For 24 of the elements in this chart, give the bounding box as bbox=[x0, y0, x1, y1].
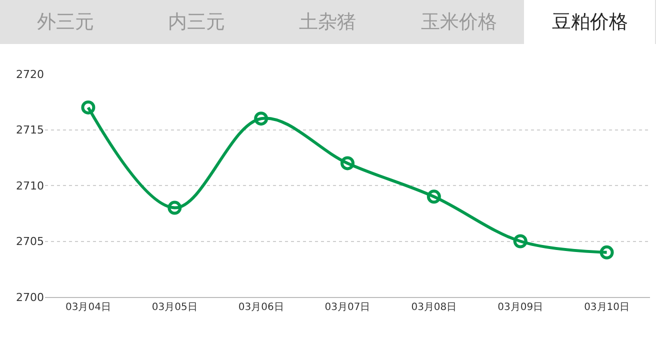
x-tick-label: 03月08日 bbox=[411, 302, 457, 313]
text: 玉米价格 bbox=[421, 11, 497, 33]
point bbox=[81, 100, 96, 114]
y-tick-label: 2710 bbox=[16, 179, 44, 192]
x-tick-label: 03月07日 bbox=[324, 302, 370, 313]
point bbox=[513, 234, 528, 248]
text: 内三元 bbox=[168, 11, 225, 33]
point bbox=[340, 156, 354, 170]
point bbox=[168, 200, 182, 215]
x-tick-label: 03月06日 bbox=[238, 302, 284, 313]
y-tick-label: 2715 bbox=[16, 124, 44, 137]
text: 豆粕价格 bbox=[552, 11, 628, 33]
point bbox=[426, 190, 441, 204]
x-tick-label: 03月10日 bbox=[584, 302, 630, 313]
point bbox=[600, 245, 614, 260]
x-tick-label: 03月05日 bbox=[152, 302, 198, 313]
text: 土杂猪 bbox=[299, 11, 356, 33]
text: 外三元 bbox=[37, 11, 94, 33]
y-tick-label: 2705 bbox=[16, 235, 44, 248]
point bbox=[254, 112, 268, 126]
x-tick-label: 03月09日 bbox=[498, 302, 544, 313]
x-tick-label: 03月04日 bbox=[65, 302, 111, 313]
y-tick-label: 2720 bbox=[16, 68, 44, 81]
y-tick-label: 2700 bbox=[16, 290, 44, 304]
